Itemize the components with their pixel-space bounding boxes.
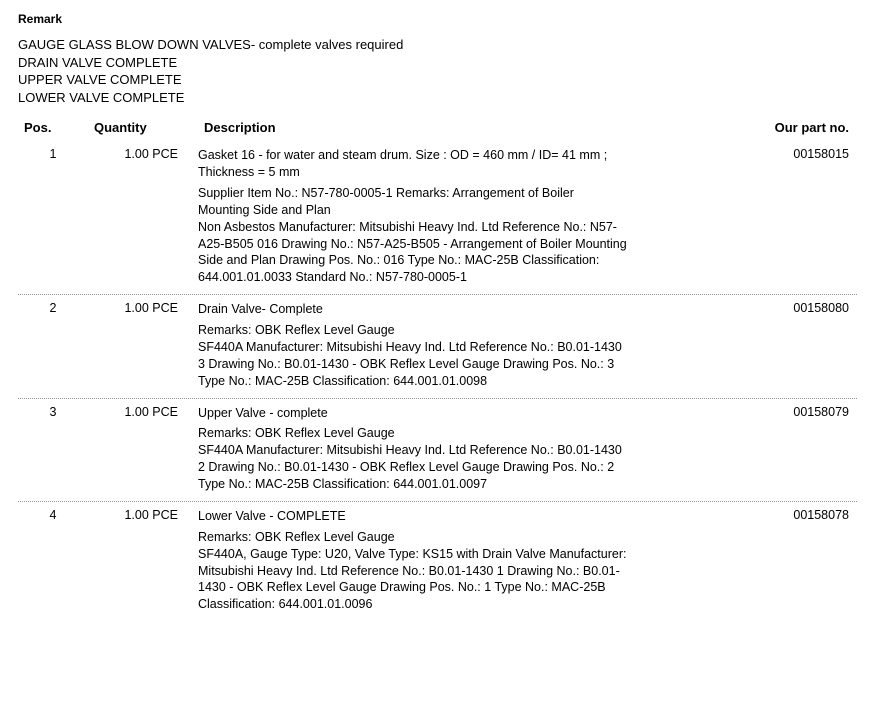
remark-line: GAUGE GLASS BLOW DOWN VALVES- complete v…: [18, 36, 857, 54]
cell-description-title: Upper Valve - complete: [198, 405, 628, 422]
cell-quantity: 1.00 PCE: [88, 508, 198, 522]
col-header-pos: Pos.: [18, 120, 94, 135]
cell-description-detail: Remarks: OBK Reflex Level GaugeSF440A, G…: [198, 529, 628, 613]
col-header-part-no: Our part no.: [634, 120, 857, 135]
cell-description-detail: Supplier Item No.: N57-780-0005-1 Remark…: [198, 185, 628, 286]
remark-line: UPPER VALVE COMPLETE: [18, 71, 857, 89]
table-row: 11.00 PCEGasket 16 - for water and steam…: [18, 141, 857, 295]
table-row: 41.00 PCELower Valve - COMPLETE00158078R…: [18, 502, 857, 621]
table-row: 31.00 PCEUpper Valve - complete00158079R…: [18, 399, 857, 502]
col-header-quantity: Quantity: [94, 120, 204, 135]
cell-description-detail: Remarks: OBK Reflex Level GaugeSF440A Ma…: [198, 322, 628, 390]
cell-quantity: 1.00 PCE: [88, 301, 198, 315]
cell-part-no: 00158015: [628, 147, 857, 161]
table-header: Pos. Quantity Description Our part no.: [18, 120, 857, 141]
rows-container: 11.00 PCEGasket 16 - for water and steam…: [18, 141, 857, 621]
cell-description-title: Drain Valve- Complete: [198, 301, 628, 318]
cell-part-no: 00158078: [628, 508, 857, 522]
cell-part-no: 00158079: [628, 405, 857, 419]
table-row: 21.00 PCEDrain Valve- Complete00158080Re…: [18, 295, 857, 398]
cell-pos: 4: [18, 508, 88, 522]
remark-line: DRAIN VALVE COMPLETE: [18, 54, 857, 72]
remark-heading: Remark: [18, 12, 857, 26]
cell-quantity: 1.00 PCE: [88, 405, 198, 419]
cell-description-title: Gasket 16 - for water and steam drum. Si…: [198, 147, 628, 181]
remark-line: LOWER VALVE COMPLETE: [18, 89, 857, 107]
cell-pos: 1: [18, 147, 88, 161]
cell-quantity: 1.00 PCE: [88, 147, 198, 161]
remark-body: GAUGE GLASS BLOW DOWN VALVES- complete v…: [18, 36, 857, 106]
cell-description-detail: Remarks: OBK Reflex Level GaugeSF440A Ma…: [198, 425, 628, 493]
cell-description-title: Lower Valve - COMPLETE: [198, 508, 628, 525]
cell-pos: 2: [18, 301, 88, 315]
cell-pos: 3: [18, 405, 88, 419]
cell-part-no: 00158080: [628, 301, 857, 315]
col-header-description: Description: [204, 120, 634, 135]
